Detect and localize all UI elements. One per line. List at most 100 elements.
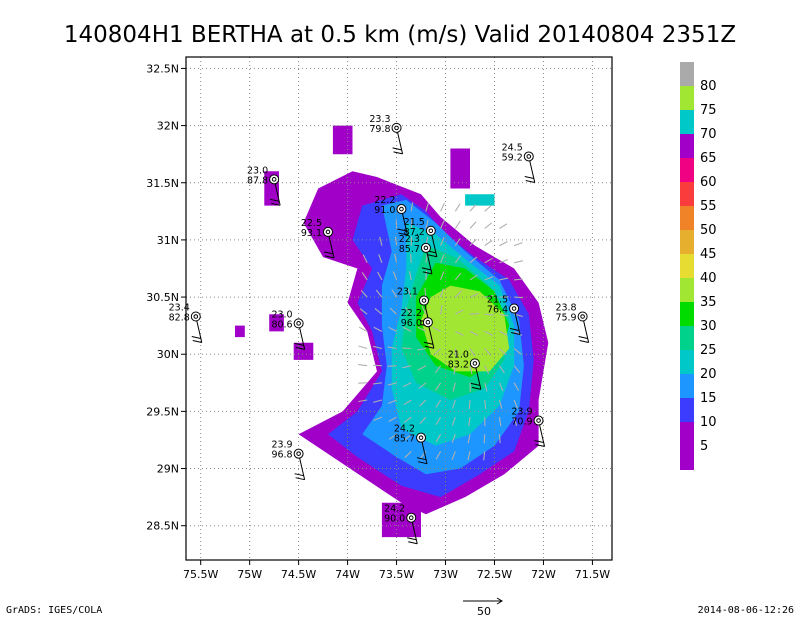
- wind-vector: [435, 434, 442, 443]
- dropsonde-station: 23.970.9: [511, 407, 546, 448]
- colorbar-segment: [680, 110, 694, 134]
- station-marker: [577, 311, 588, 322]
- wind-vector: [453, 365, 456, 375]
- wind-vector: [440, 219, 445, 229]
- station-marker-inner: [296, 451, 301, 456]
- station-marker-inner: [193, 314, 199, 319]
- station-marker-inner: [418, 435, 424, 440]
- colorbar: 80 75 70 65 60 55 50 45 40 35 30 25 20 15 10 5: [680, 62, 717, 470]
- dropsonde-station: 22.385.7: [399, 234, 433, 275]
- wind-barb-flag: [578, 336, 588, 339]
- station-marker: [469, 358, 480, 369]
- wind-vector: [499, 330, 508, 336]
- chart-title: 140804H1 BERTHA at 0.5 km (m/s) Valid 20…: [64, 22, 736, 48]
- wind-vector: [451, 416, 456, 426]
- wind-barb-flag: [471, 386, 482, 390]
- wind-speed-patch: [332, 125, 353, 155]
- dropsonde-station: 22.291.0: [374, 195, 408, 236]
- station-temp-label: 23.0: [271, 309, 292, 320]
- wind-vector: [425, 202, 429, 212]
- wind-vector: [469, 330, 479, 336]
- station-marker: [391, 122, 402, 133]
- wind-vector: [374, 307, 383, 315]
- wind-barb-flag: [416, 457, 427, 461]
- wind-speed-patch: [450, 148, 470, 189]
- wind-vector: [410, 253, 412, 263]
- wind-speed-field: [235, 125, 549, 538]
- station-marker: [509, 303, 520, 314]
- station-temp-label: 22.5: [301, 218, 322, 229]
- station-marker: [323, 226, 333, 237]
- station-temp-label: 23.1: [397, 286, 418, 297]
- wind-vector: [440, 254, 445, 264]
- wind-vector: [433, 348, 441, 356]
- x-tick-label: 74.5W: [281, 568, 316, 581]
- wind-vector: [483, 434, 486, 444]
- wind-vector: [499, 277, 509, 281]
- station-temp-label: 24.2: [394, 424, 415, 435]
- wind-barb-flag: [407, 537, 417, 541]
- wind-barb-flag: [397, 228, 407, 232]
- wind-vector: [417, 326, 427, 332]
- dropsonde-station: 23.080.6: [271, 309, 306, 350]
- station-marker-inner: [526, 154, 532, 159]
- colorbar-segment: [680, 422, 694, 446]
- wind-barb-flag: [270, 198, 280, 202]
- wind-vector: [484, 204, 492, 212]
- wind-barb-flag: [510, 332, 521, 335]
- x-tick-label: 75W: [237, 568, 262, 581]
- station-rh-label: 75.9: [555, 313, 576, 324]
- station-rh-label: 59.2: [502, 152, 523, 163]
- wind-vector: [484, 330, 493, 336]
- plot-frame: [185, 56, 613, 561]
- wind-vector: [513, 242, 523, 247]
- dropsonde-station: 23.482.8: [169, 303, 203, 343]
- wind-barb-flag: [294, 473, 304, 477]
- colorbar-segment: [680, 158, 694, 182]
- y-tick-label: 29N: [157, 463, 179, 476]
- colorbar-label: 80: [700, 79, 717, 94]
- wind-vector: [440, 305, 443, 315]
- wind-vector: [513, 260, 523, 264]
- station-marker: [523, 151, 534, 162]
- station-marker-inner: [580, 314, 585, 319]
- wind-vector: [469, 238, 477, 246]
- station-rh-label: 91.0: [374, 205, 395, 216]
- wind-vector: [417, 365, 427, 371]
- wind-vector: [454, 203, 461, 212]
- station-temp-label: 23.9: [271, 440, 292, 451]
- station-temp-label: 21.0: [448, 349, 469, 360]
- wind-vector: [498, 417, 502, 427]
- colorbar-segment: [680, 278, 694, 302]
- wind-vector: [498, 434, 501, 444]
- wind-vector: [467, 451, 471, 461]
- wind-vector: [513, 399, 519, 409]
- wind-barb-flag: [191, 336, 201, 339]
- x-tick-label: 71.5W: [575, 568, 610, 581]
- colorbar-segment: [680, 182, 694, 206]
- dropsonde-station: 21.083.2: [448, 349, 482, 390]
- wind-vector: [484, 399, 487, 409]
- colorbar-segment: [680, 302, 694, 326]
- station-rh-label: 83.2: [448, 359, 469, 370]
- wind-vector: [378, 254, 383, 263]
- colorbar-label: 55: [700, 199, 717, 214]
- wind-barb-flag: [398, 232, 408, 236]
- colorbar-label: 25: [700, 343, 717, 358]
- station-rh-label: 93.1: [301, 228, 322, 239]
- wind-vector: [388, 416, 397, 422]
- dropsonde-station: 24.559.2: [502, 142, 536, 183]
- wind-speed-patch: [421, 285, 510, 372]
- station-marker: [269, 174, 280, 185]
- wind-vector: [403, 399, 412, 406]
- station-marker: [293, 448, 304, 459]
- wind-vector: [435, 416, 442, 426]
- wind-vector: [435, 382, 442, 391]
- station-temp-label: 22.2: [401, 308, 422, 319]
- dropsonde-station: 22.296.0: [401, 308, 435, 349]
- wind-vector: [417, 347, 426, 351]
- wind-vector: [402, 326, 412, 332]
- wind-vector: [454, 237, 461, 246]
- y-tick-label: 30.5N: [146, 291, 179, 304]
